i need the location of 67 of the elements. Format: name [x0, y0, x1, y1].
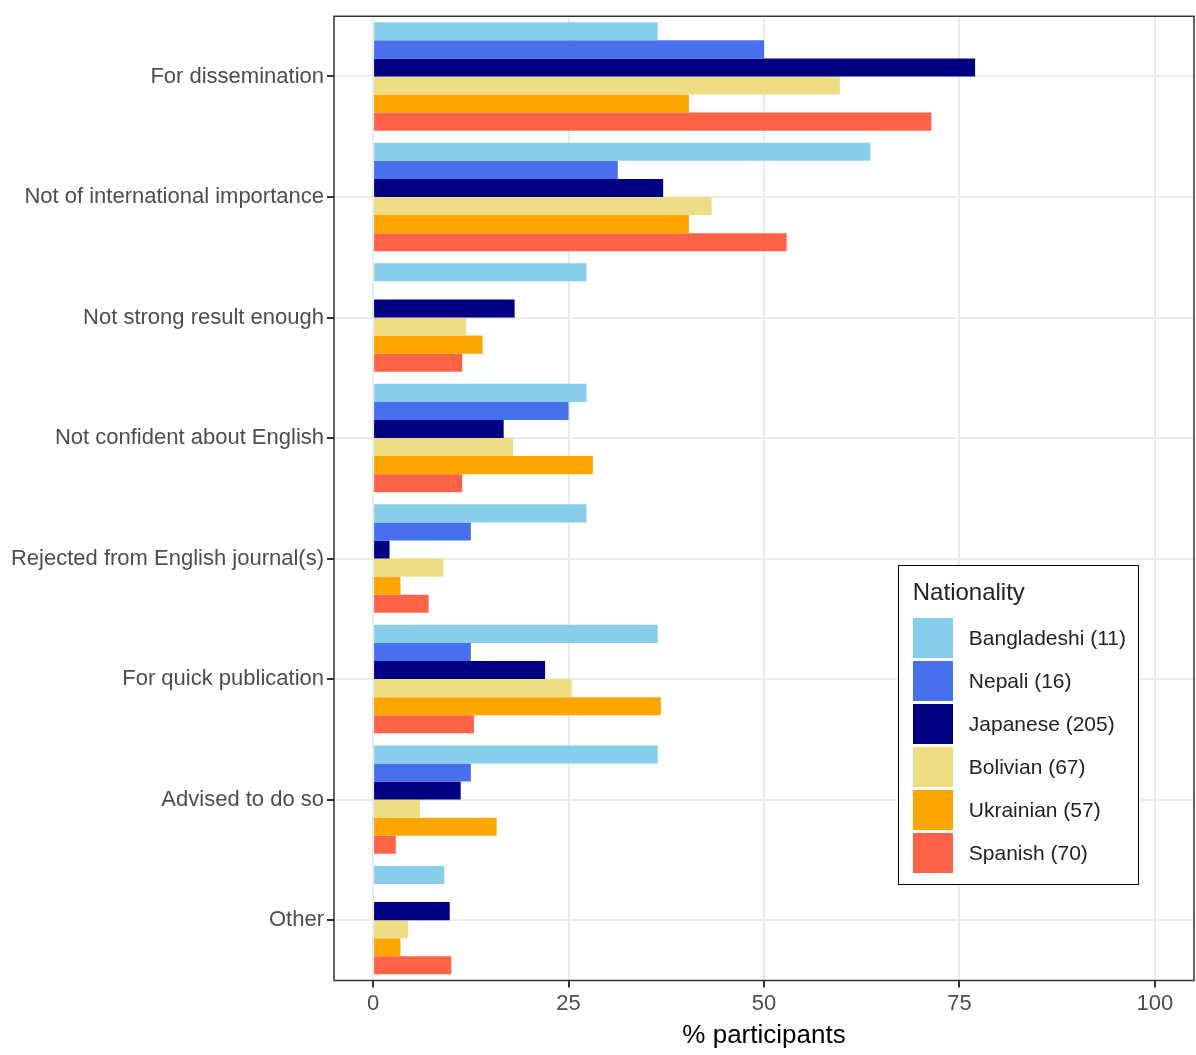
bar [374, 317, 467, 336]
x-tick-label: 25 [556, 989, 581, 1015]
bar [374, 576, 401, 595]
bar [374, 474, 463, 493]
x-axis-title: % participants [682, 1018, 846, 1049]
bar [374, 353, 463, 372]
bar [374, 196, 712, 216]
y-tick-label: Other [268, 906, 325, 932]
bar [374, 178, 664, 197]
bar [374, 335, 483, 354]
legend-label: Japanese (205) [968, 711, 1115, 736]
bar [374, 817, 497, 836]
bar [374, 22, 658, 41]
x-tick-label: 50 [751, 989, 777, 1015]
bar [374, 215, 689, 234]
bar [374, 642, 471, 662]
bar [374, 58, 976, 77]
bar [374, 781, 461, 800]
bar [374, 715, 474, 734]
bar [374, 799, 421, 818]
legend-label: Ukrainian (57) [968, 797, 1101, 822]
bar [374, 763, 471, 782]
legend-label: Bolivian (67) [968, 754, 1086, 779]
bar [374, 456, 593, 475]
bar [374, 624, 658, 643]
bar [374, 233, 787, 252]
bar [374, 661, 546, 680]
x-tick-label: 0 [366, 989, 380, 1015]
bar [374, 920, 409, 939]
bar [374, 94, 689, 113]
bar [374, 401, 569, 420]
bar [374, 76, 840, 95]
y-tick-label: Not confident about English [54, 424, 325, 450]
bar [374, 540, 390, 559]
bar [374, 299, 515, 318]
bar [374, 679, 572, 698]
bar [374, 263, 587, 282]
y-tick-label: Advised to do so [161, 785, 325, 811]
x-tick-label: 75 [947, 989, 972, 1015]
bar [374, 40, 765, 59]
x-tick-label: 100 [1136, 989, 1174, 1015]
bar [374, 745, 658, 764]
bar [374, 142, 871, 161]
bar [374, 504, 587, 523]
y-tick-label: For quick publication [122, 665, 325, 691]
y-tick-label: Not strong result enough [83, 303, 325, 329]
bar [374, 160, 618, 179]
bar [374, 697, 661, 716]
bar [374, 938, 401, 957]
legend-label: Nepali (16) [968, 668, 1072, 693]
bar [374, 522, 471, 541]
bar [374, 558, 444, 577]
legend-title: Nationality [912, 578, 1026, 607]
bar [374, 902, 450, 921]
legend-label: Spanish (70) [968, 840, 1088, 865]
bar [374, 594, 429, 613]
bar [374, 112, 932, 131]
y-tick-label: Not of international importance [24, 183, 325, 209]
bar [374, 383, 587, 402]
bar [374, 835, 396, 854]
bar [374, 865, 445, 884]
bar [374, 438, 514, 457]
y-tick-label: For dissemination [150, 62, 325, 88]
y-tick-label: Rejected from English journal(s) [10, 544, 325, 570]
bar [374, 956, 452, 975]
legend-label: Bangladeshi (11) [968, 625, 1126, 650]
bar [374, 419, 504, 439]
